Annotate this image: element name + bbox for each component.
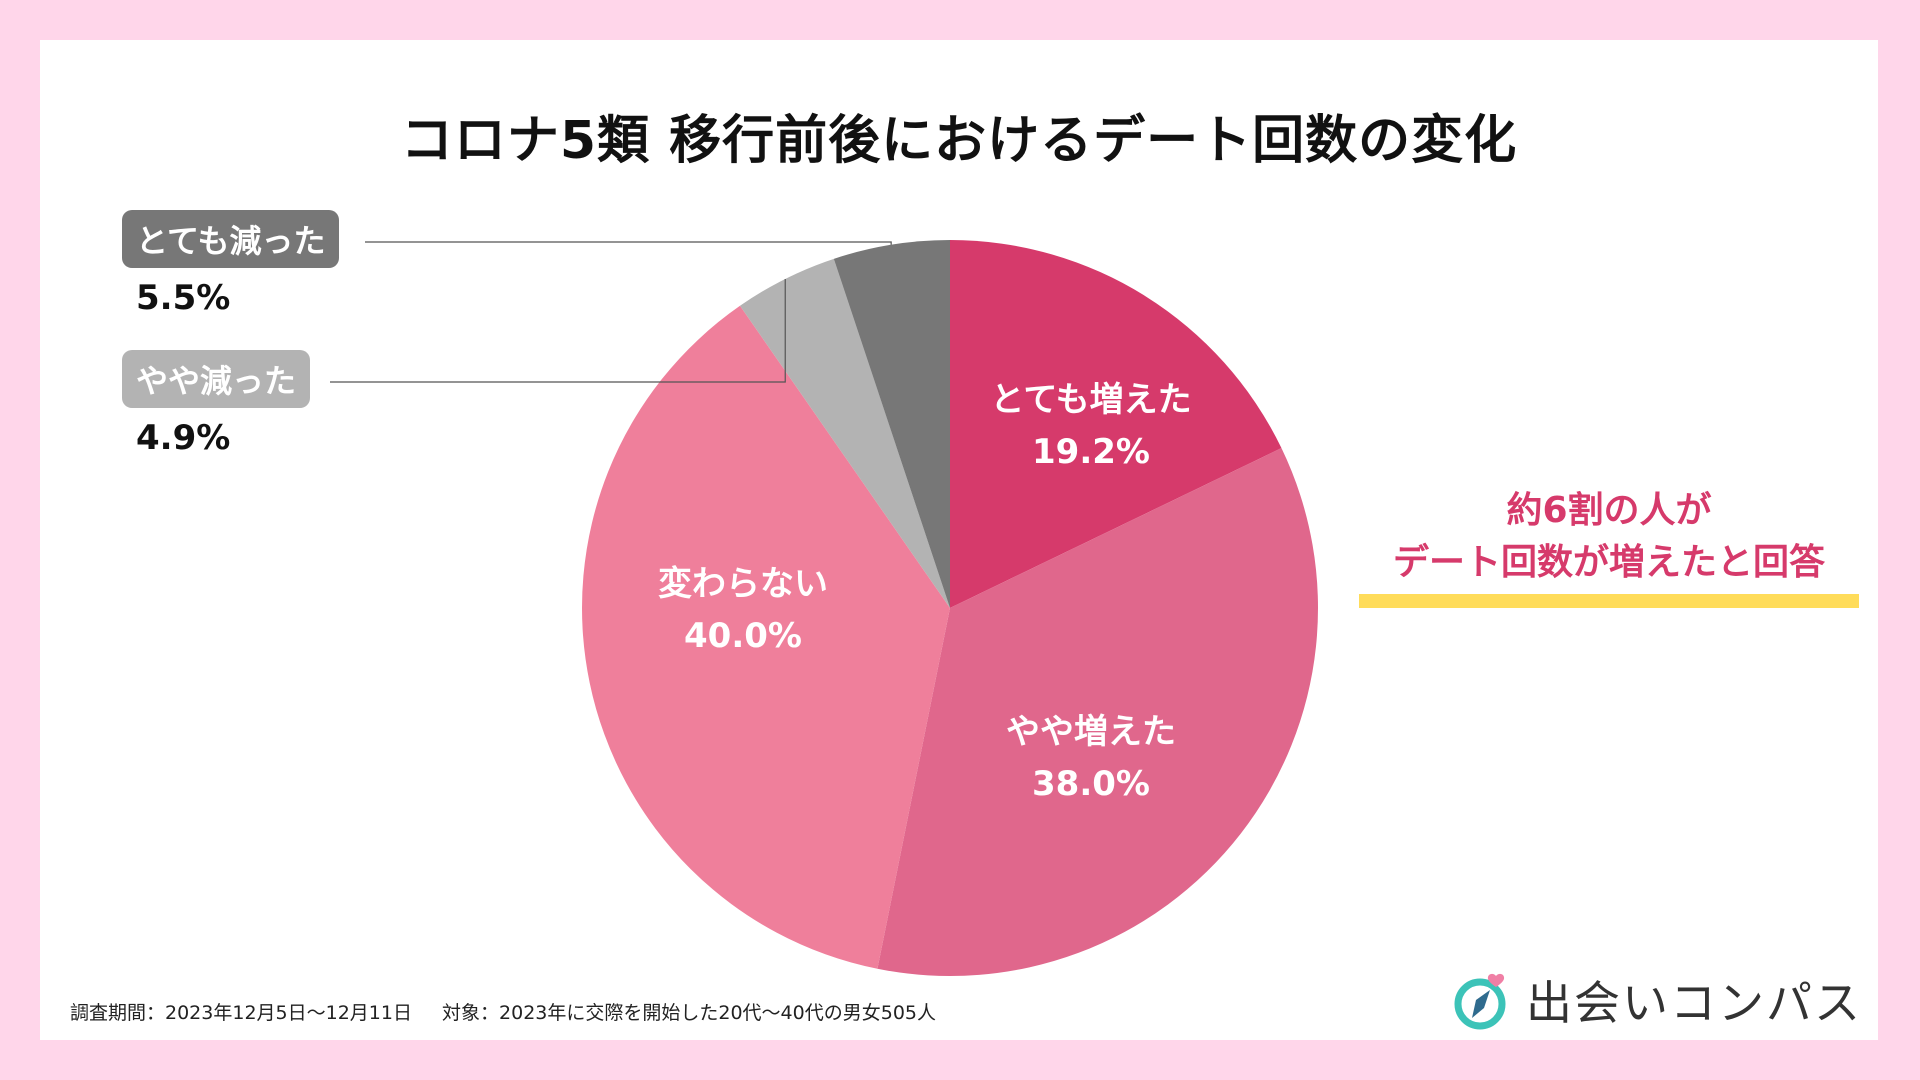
chart-card: コロナ5類 移行前後におけるデート回数の変化 とても増えた 19.2% やや増え… [40,40,1878,1040]
slice-label-kawaranai: 変わらない 40.0% [658,558,828,662]
footnote: 調査期間：2023年12月5日〜12月11日 対象：2023年に交際を開始した2… [70,998,960,1025]
pie-chart [330,240,1318,976]
footnote-period: 調査期間：2023年12月5日〜12月11日 [70,1002,412,1024]
callout-underline [1359,594,1859,608]
slice-totemo-fueta [950,240,1282,608]
callout-line-1: 約6割の人が [1506,490,1712,531]
compass-heart-icon [1454,973,1506,1030]
leader-line-totemo-hetta [365,241,892,245]
slice-yaya-hetta [740,258,950,608]
value-yaya-hetta: 4.9% [136,418,231,458]
callout: 約6割の人が デート回数が増えたと回答 [1359,485,1859,589]
slice-label-value: 38.0% [1032,764,1150,804]
slice-label-name: とても増えた [990,380,1192,420]
slice-label-value: 40.0% [684,616,802,656]
badge-totemo-hetta: とても減った [122,210,340,268]
footnote-target: 対象：2023年に交際を開始した20代〜40代の男女505人 [442,1002,937,1024]
slice-totemo-hetta [833,240,950,608]
callout-line-2: デート回数が増えたと回答 [1392,542,1825,583]
brand-name: 出会いコンパス [1526,976,1862,1030]
slice-label-totemo-fueta: とても増えた 19.2% [990,374,1191,478]
slice-label-yaya-fueta: やや増えた 38.0% [1006,706,1176,810]
slice-label-name: 変わらない [658,564,828,604]
value-totemo-hetta: 5.5% [136,278,231,318]
badge-yaya-hetta: やや減った [122,350,311,408]
leader-line-yaya-hetta [330,278,786,383]
slice-kawaranai [581,305,950,969]
chart-title: コロナ5類 移行前後におけるデート回数の変化 [400,111,1518,171]
slice-yaya-fueta [877,448,1318,976]
slice-label-value: 19.2% [1032,432,1150,472]
slice-label-name: やや増えた [1006,712,1176,752]
brand-logo: 出会いコンパス [1450,968,1862,1032]
